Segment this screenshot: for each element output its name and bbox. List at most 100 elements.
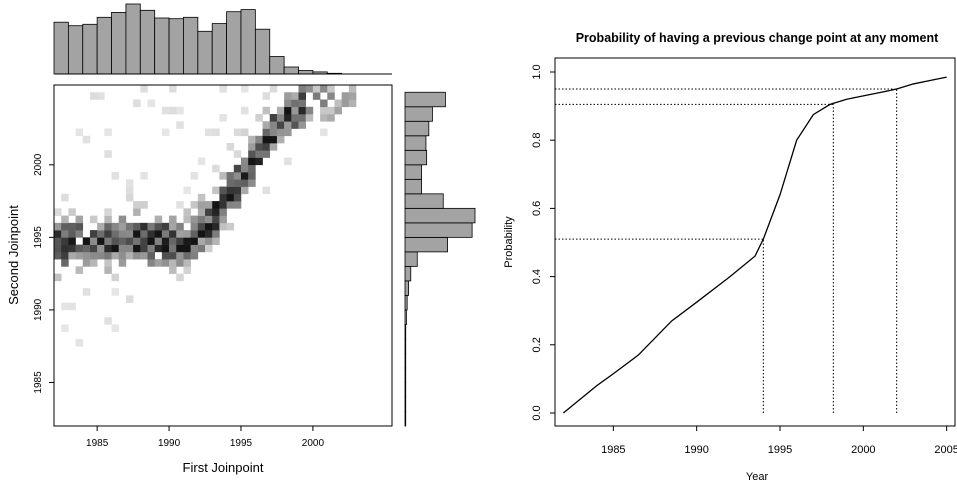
heatmap-cell bbox=[147, 237, 155, 245]
right-histogram-bar bbox=[404, 251, 418, 267]
heatmap-cell bbox=[262, 92, 271, 100]
heatmap-cell bbox=[89, 244, 98, 253]
heatmap-cell bbox=[205, 230, 213, 238]
heatmap-cell bbox=[276, 114, 285, 122]
heatmap-cell bbox=[169, 230, 177, 238]
heatmap-cell bbox=[61, 222, 69, 231]
heatmap-cell bbox=[161, 222, 170, 231]
heatmap-cell bbox=[169, 106, 177, 115]
heatmap-cell bbox=[233, 186, 242, 195]
heatmap-cell bbox=[291, 106, 299, 115]
y-tick-label: 2000 bbox=[33, 153, 44, 176]
heatmap-cell bbox=[248, 172, 256, 180]
heatmap-cell bbox=[82, 244, 91, 253]
heatmap-cell bbox=[75, 244, 84, 253]
line-chart-y-axis-title: Probability bbox=[503, 216, 515, 268]
heatmap-cell bbox=[54, 237, 62, 245]
heatmap-cell bbox=[240, 157, 249, 166]
heatmap-cell bbox=[205, 215, 213, 224]
heatmap-cell bbox=[89, 92, 98, 100]
heatmap-cell bbox=[133, 208, 141, 216]
heatmap-cell bbox=[133, 99, 141, 108]
heatmap-cell bbox=[111, 237, 120, 245]
heatmap-cell bbox=[205, 222, 213, 231]
heatmap-cell bbox=[61, 324, 69, 332]
heatmap-cell bbox=[219, 114, 227, 122]
heatmap-cell bbox=[104, 128, 112, 137]
heatmap-cell bbox=[104, 317, 112, 325]
top-histogram-bar bbox=[154, 17, 170, 75]
heatmap-cell bbox=[147, 259, 155, 267]
heatmap-cell bbox=[54, 230, 62, 238]
top-histogram-bar bbox=[139, 9, 156, 75]
y-tick-label: 1995 bbox=[33, 226, 44, 249]
heatmap-cell bbox=[154, 259, 163, 267]
heatmap-cell bbox=[82, 237, 91, 245]
heatmap-cell bbox=[276, 121, 285, 129]
right-histogram-bar bbox=[404, 135, 427, 151]
heatmap-cell bbox=[320, 114, 328, 122]
heatmap-cell bbox=[61, 251, 69, 260]
heatmap-cell bbox=[197, 215, 206, 224]
heatmap-cell bbox=[169, 222, 177, 231]
heatmap-cell bbox=[298, 92, 306, 100]
heatmap-cell bbox=[183, 259, 191, 267]
heatmap-cell bbox=[68, 237, 76, 245]
heatmap-cell bbox=[97, 222, 105, 231]
heatmap-cell bbox=[255, 114, 263, 122]
heatmap-cell bbox=[133, 230, 141, 238]
heatmap-cell bbox=[305, 114, 314, 122]
top-histogram-bar bbox=[298, 70, 314, 75]
x-tick-label: 2000 bbox=[851, 444, 875, 456]
heatmap-cell bbox=[205, 128, 213, 137]
heatmap-cell bbox=[176, 201, 184, 209]
top-histogram-bar bbox=[211, 23, 227, 75]
heatmap-cell bbox=[190, 244, 199, 253]
heatmap-cell bbox=[291, 99, 299, 108]
heatmap-cell bbox=[327, 92, 335, 100]
heatmap-cell bbox=[255, 157, 263, 166]
heatmap-cell bbox=[284, 121, 292, 129]
heatmap-cell bbox=[291, 121, 299, 129]
right-histogram-bar bbox=[404, 193, 444, 209]
heatmap-cell bbox=[154, 230, 163, 238]
heatmap-cell bbox=[54, 244, 62, 253]
heatmap-cell bbox=[212, 237, 220, 245]
y-tick-label: 0.2 bbox=[531, 337, 543, 352]
heatmap-cell bbox=[334, 106, 342, 115]
heatmap-cell bbox=[104, 222, 112, 231]
heatmap-cell bbox=[97, 251, 105, 260]
right-histogram-bar bbox=[404, 382, 407, 398]
heatmap-cell bbox=[233, 193, 242, 202]
heatmap-cell bbox=[226, 201, 235, 209]
heatmap-cell bbox=[240, 164, 249, 173]
heatmap-cell bbox=[197, 208, 206, 216]
heatmap-cell bbox=[118, 244, 127, 253]
heatmap-cell bbox=[262, 150, 271, 158]
heatmap-cell bbox=[118, 259, 127, 267]
heatmap-cell bbox=[104, 251, 112, 260]
heatmap-cell bbox=[226, 193, 235, 202]
right-histogram-bar bbox=[404, 149, 428, 166]
heatmap-cell bbox=[169, 251, 177, 260]
heatmap-cell bbox=[197, 244, 206, 253]
heatmap-cell bbox=[320, 85, 328, 93]
x-tick-label: 1990 bbox=[158, 438, 181, 449]
heatmap-cell bbox=[133, 201, 141, 209]
heatmap-cell bbox=[248, 179, 256, 187]
heatmap-cell bbox=[125, 222, 134, 231]
heatmap-cell bbox=[75, 215, 84, 224]
heatmap-cell bbox=[298, 106, 306, 115]
heatmap-cell bbox=[226, 222, 235, 231]
heatmap-cell bbox=[111, 222, 120, 231]
heatmap-cell bbox=[219, 201, 227, 209]
heatmap-cell bbox=[183, 186, 191, 195]
heatmap-cell bbox=[68, 251, 76, 260]
heatmap-cell bbox=[176, 259, 184, 267]
heatmap-cell bbox=[68, 230, 76, 238]
heatmap-cell bbox=[154, 244, 163, 253]
line-chart-title: Probability of having a previous change … bbox=[576, 31, 939, 45]
heatmap-cell bbox=[240, 179, 249, 187]
right-histogram-bar bbox=[404, 236, 448, 253]
heatmap-cell bbox=[89, 259, 98, 267]
